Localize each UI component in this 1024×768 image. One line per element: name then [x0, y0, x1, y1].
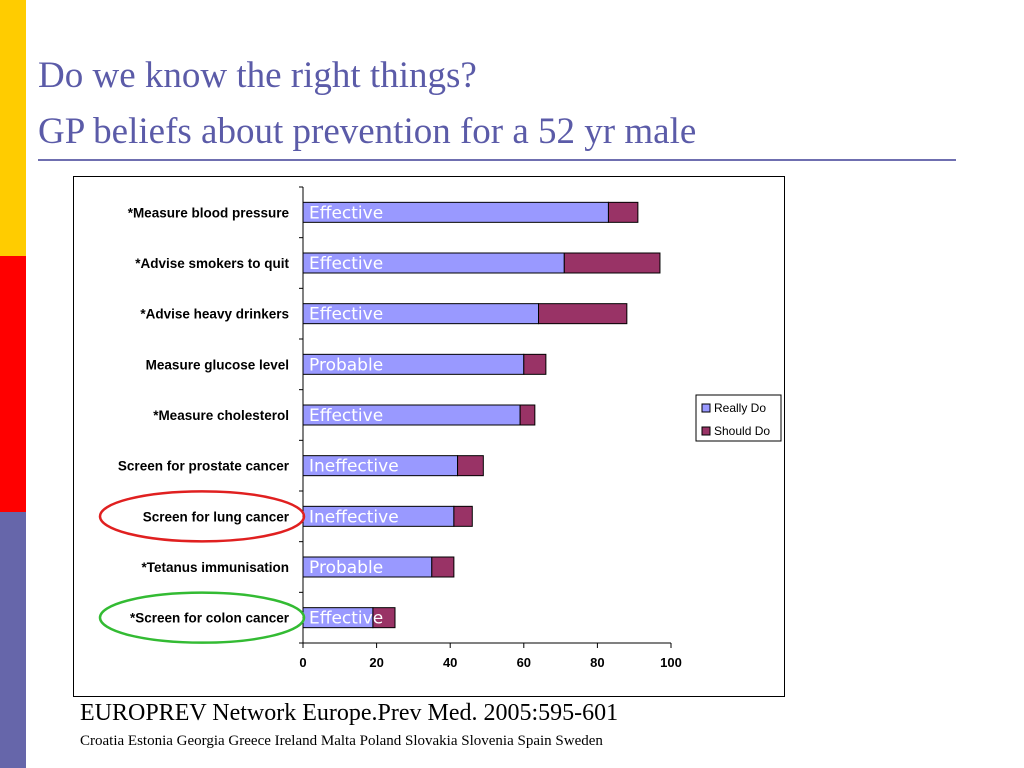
category-label: *Tetanus immunisation — [141, 560, 289, 575]
side-bar-yellow — [0, 0, 26, 256]
bar-label: Ineffective — [309, 457, 399, 477]
title-line-1: Do we know the right things? — [38, 55, 477, 96]
chart-frame: 0 20 40 60 80 100 Effective *Measure blood pres… — [73, 176, 785, 697]
bar-label: Probable — [309, 558, 383, 578]
x-tick-label: 0 — [299, 655, 306, 670]
side-bar-blue — [0, 512, 26, 768]
title-line-2: GP beliefs about prevention for a 52 yr … — [38, 111, 697, 152]
bar-should-do — [372, 607, 396, 629]
highlight-circle-lung — [98, 490, 306, 543]
bar-label: Probable — [309, 355, 383, 375]
bar-should-do — [607, 201, 639, 223]
legend-label: Should Do — [714, 424, 770, 438]
x-tick-label: 60 — [517, 655, 531, 670]
category-label: *Measure blood pressure — [128, 205, 290, 220]
category-label: Screen for lung cancer — [143, 509, 290, 524]
bar-should-do — [519, 404, 536, 426]
bar-should-do — [457, 455, 484, 477]
x-tick-label: 40 — [443, 655, 457, 670]
legend-label: Really Do — [714, 401, 766, 415]
bar-should-do — [431, 556, 455, 578]
bar-label: Effective — [309, 609, 383, 629]
bar-label: Effective — [309, 254, 383, 274]
bar-label: Effective — [309, 203, 383, 223]
bar-should-do — [563, 252, 661, 274]
bar-label: Effective — [309, 406, 383, 426]
side-bar-red — [0, 256, 26, 512]
category-label: *Measure cholesterol — [153, 408, 289, 423]
bar-should-do — [453, 505, 473, 527]
category-label: *Advise heavy drinkers — [140, 307, 289, 322]
category-label: *Screen for colon cancer — [130, 611, 290, 626]
legend-swatch — [701, 426, 711, 436]
bar-should-do — [538, 303, 628, 325]
x-tick-label: 100 — [660, 655, 682, 670]
bar-label: Effective — [309, 305, 383, 325]
stacked-bar-chart: 0 20 40 60 80 100 Effective *Measure blood pres… — [98, 186, 782, 670]
legend-swatch — [701, 403, 711, 413]
countries-list: Croatia Estonia Georgia Greece Ireland M… — [80, 733, 603, 749]
slide-title: Do we know the right things? GP beliefs … — [38, 48, 696, 160]
bar-label: Ineffective — [309, 507, 399, 527]
x-tick-label: 80 — [590, 655, 604, 670]
highlight-circle-colon — [98, 591, 306, 644]
category-label: Measure glucose level — [146, 357, 289, 372]
source-citation: EUROPREV Network Europe.Prev Med. 2005:5… — [80, 700, 619, 726]
title-underline — [38, 159, 956, 161]
x-tick-label: 20 — [369, 655, 383, 670]
bar-should-do — [523, 353, 547, 375]
category-label: Screen for prostate cancer — [118, 459, 290, 474]
category-label: *Advise smokers to quit — [135, 256, 289, 271]
